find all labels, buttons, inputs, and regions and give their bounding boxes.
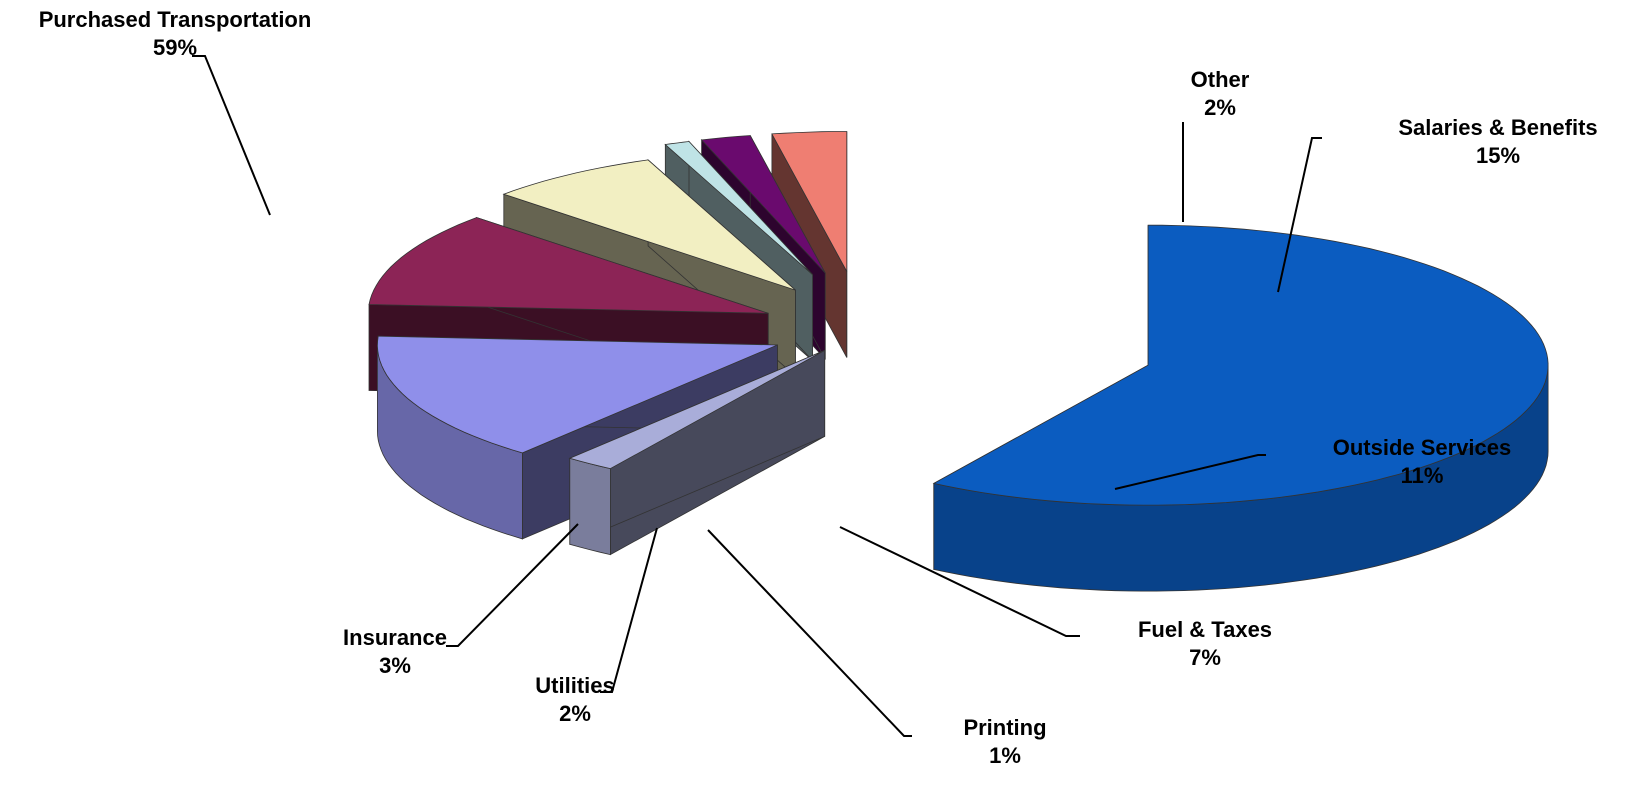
slice-purchased-transportation bbox=[932, 224, 1549, 592]
label-percent: 2% bbox=[1204, 95, 1236, 120]
leader-lines bbox=[192, 55, 1322, 737]
leader-line-fuel-taxes bbox=[839, 526, 1080, 637]
label-fuel-taxes: Fuel & Taxes 7% bbox=[1120, 616, 1290, 672]
slice-top-face bbox=[771, 131, 848, 272]
label-insurance: Insurance 3% bbox=[330, 624, 460, 680]
label-name: Printing bbox=[963, 715, 1047, 740]
label-name: Insurance bbox=[343, 625, 447, 650]
label-percent: 2% bbox=[559, 701, 591, 726]
slice-top-face bbox=[368, 217, 769, 314]
slice-top-face bbox=[502, 159, 796, 291]
slice-outer-wall bbox=[569, 457, 611, 556]
label-percent: 11% bbox=[1400, 463, 1444, 488]
slice-top-face bbox=[932, 224, 1549, 506]
leader-line-purchased-transportation bbox=[192, 55, 271, 216]
label-name: Purchased Transportation bbox=[38, 7, 312, 32]
label-other: Other 2% bbox=[1175, 66, 1265, 122]
slices-layer bbox=[368, 131, 1549, 592]
slice-top-face bbox=[700, 135, 826, 274]
label-percent: 7% bbox=[1189, 645, 1221, 670]
slice-top-face bbox=[664, 141, 813, 275]
label-percent: 15% bbox=[1475, 143, 1521, 168]
label-name: Utilities bbox=[535, 673, 615, 698]
leader-line-printing bbox=[707, 529, 912, 737]
leader-line-salaries-benefits bbox=[1277, 137, 1322, 293]
leader-line-outside-services bbox=[1114, 454, 1266, 490]
label-percent: 59% bbox=[152, 35, 198, 60]
label-percent: 1% bbox=[989, 743, 1021, 768]
slice-other bbox=[568, 349, 826, 556]
slice-top-face bbox=[568, 350, 825, 470]
leader-line-utilities bbox=[600, 527, 658, 693]
label-name: Outside Services bbox=[1332, 435, 1512, 460]
label-name: Fuel & Taxes bbox=[1137, 617, 1273, 642]
label-name: Salaries & Benefits bbox=[1398, 115, 1598, 140]
label-purchased-transportation: Purchased Transportation 59% bbox=[10, 6, 340, 62]
label-utilities: Utilities 2% bbox=[520, 672, 630, 728]
label-salaries-benefits: Salaries & Benefits 15% bbox=[1378, 114, 1618, 170]
label-percent: 3% bbox=[379, 653, 411, 678]
leader-line-insurance bbox=[446, 523, 579, 647]
label-printing: Printing 1% bbox=[950, 714, 1060, 770]
label-outside-services: Outside Services 11% bbox=[1312, 434, 1532, 490]
label-name: Other bbox=[1190, 67, 1250, 92]
slice-top-face bbox=[376, 335, 778, 454]
